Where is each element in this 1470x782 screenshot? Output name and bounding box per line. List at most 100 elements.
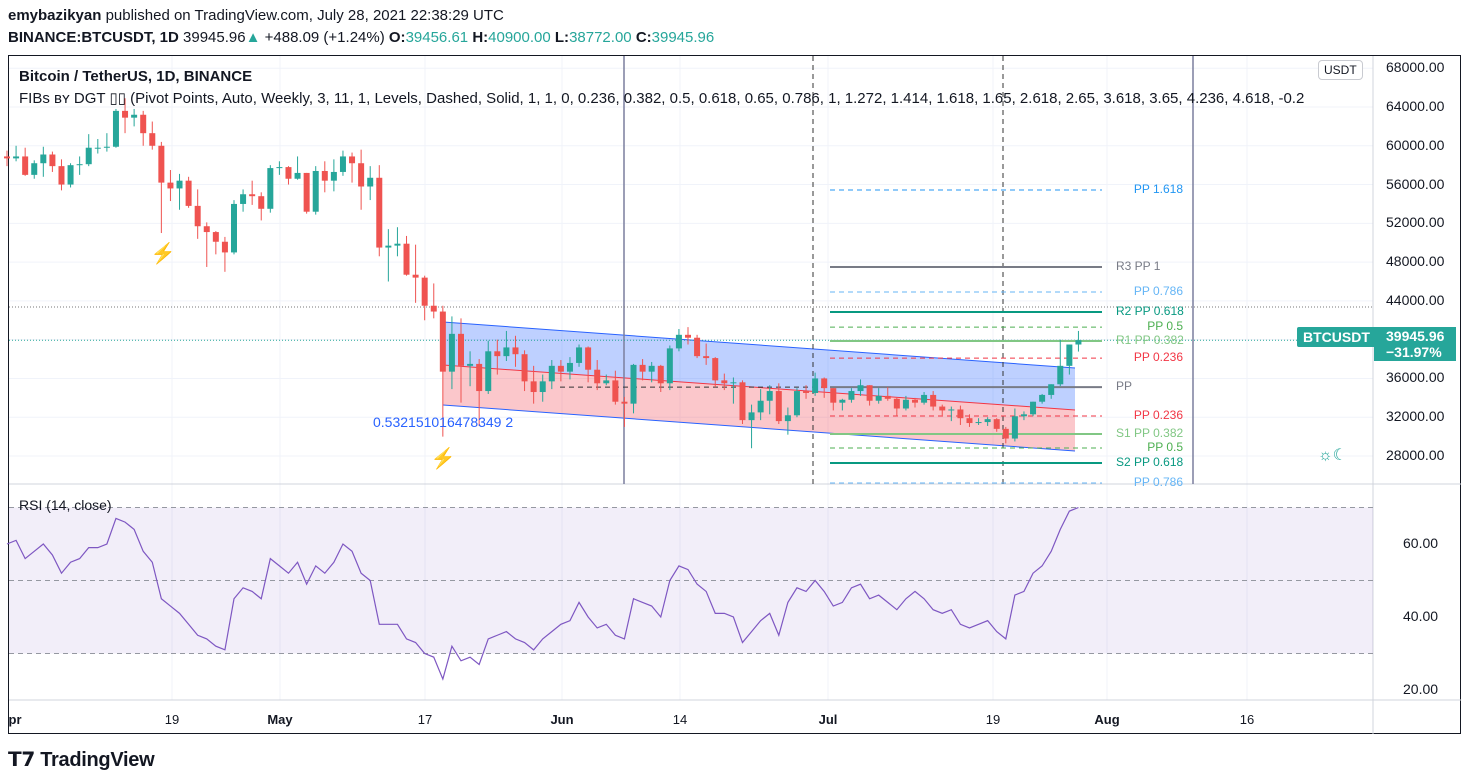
candle-body (557, 365, 564, 372)
candle-body (521, 354, 528, 382)
rsi-line (6, 506, 1079, 681)
candle-body (539, 381, 546, 393)
candle-body (893, 398, 900, 409)
candle-body (394, 243, 401, 246)
candle-body (639, 364, 646, 372)
open-value: 39456.61 (405, 29, 469, 46)
price-tick: 48000.00 (1386, 253, 1445, 270)
candle-body (576, 347, 583, 363)
time-tick: 16 (1239, 712, 1255, 727)
pivot-label: S1 PP 0.382 (1116, 425, 1184, 440)
lightning-icon: ⚡ (431, 446, 456, 470)
candle-body (67, 165, 74, 185)
candle-body (530, 381, 537, 393)
candle-body (621, 401, 628, 404)
indicator-legend[interactable]: FIBs ʙʏ DGT ▯▯ (Pivot Points, Auto, Week… (19, 90, 1305, 107)
candle-body (439, 311, 446, 372)
rsi-tick: 60.00 (1403, 535, 1439, 551)
symbol-price-tag: BTCUSDT (1297, 327, 1376, 347)
pivot-label: PP 0.5 (1147, 319, 1183, 334)
candle-body (49, 154, 56, 167)
time-tick: Jun (550, 712, 574, 727)
candle-body (385, 245, 392, 248)
candle-body (85, 147, 92, 165)
candle-body (594, 369, 601, 384)
candle-body (403, 243, 410, 275)
last-price-tag: 39945.96 −31.97% (1374, 327, 1456, 361)
channel-ratio-label: 0.532151016478349 2 (373, 414, 514, 430)
candle-body (712, 358, 719, 381)
close-label: C: (635, 29, 652, 46)
candle-body (730, 382, 737, 384)
rsi-tick: 40.00 (1403, 608, 1439, 624)
currency-badge[interactable]: USDT (1318, 60, 1363, 80)
candle-body (358, 163, 365, 187)
candle-body (1011, 416, 1018, 439)
candle-body (1048, 384, 1055, 395)
candle-body (312, 170, 319, 212)
candle-body (321, 170, 328, 181)
price-tick: 56000.00 (1386, 175, 1445, 192)
pivot-label: PP 0.236 (1133, 350, 1183, 365)
open-label: O: (388, 29, 406, 46)
change: +488.09 (+1.24%) (264, 29, 385, 46)
candle-body (585, 347, 592, 370)
candle-body (22, 156, 29, 175)
pivot-label: S2 PP 0.618 (1116, 454, 1184, 469)
sun-moon-icon[interactable]: ☼☾ (1318, 447, 1348, 464)
pivot-label: PP 0.5 (1147, 440, 1183, 455)
chart-frame (8, 55, 1461, 734)
candle-body (485, 351, 492, 392)
candle-body (167, 182, 174, 189)
candle-body (921, 394, 928, 403)
high-label: H: (472, 29, 489, 46)
pivot-label: PP (1116, 379, 1133, 394)
pivot-label: PP 1.618 (1133, 181, 1183, 196)
time-tick: 14 (672, 712, 688, 727)
candle-body (666, 348, 673, 384)
pivot-label: PP 0.236 (1133, 408, 1183, 423)
candle-body (40, 154, 47, 164)
channel-bottom-line (442, 404, 1076, 452)
candle-body (240, 194, 247, 204)
candle-body (421, 277, 428, 306)
channel-top-line (442, 321, 1076, 369)
candle-body (766, 391, 773, 401)
candle-body (494, 351, 501, 357)
rsi-legend[interactable]: RSI (14, close) (19, 497, 112, 513)
price-tick: 68000.00 (1386, 59, 1445, 76)
candle-body (185, 180, 192, 206)
author[interactable]: emybazikyan (8, 7, 102, 24)
candle-body (476, 363, 483, 392)
price-tick: 28000.00 (1386, 446, 1445, 463)
candle-body (131, 114, 138, 118)
candle-body (748, 412, 755, 421)
candle-body (103, 146, 110, 148)
candle-body (376, 177, 383, 248)
candle-body (13, 156, 20, 159)
time-tick: 19 (985, 712, 1001, 727)
tradingview-logo[interactable]: 𝗧𝟳 TradingView (8, 747, 155, 772)
candle-body (966, 418, 973, 424)
candle-body (948, 409, 955, 411)
candle-body (803, 391, 810, 393)
candle-body (721, 380, 728, 384)
pivot-label: R2 PP 0.618 (1116, 304, 1184, 319)
candle-body (630, 364, 637, 404)
candle-body (1030, 401, 1037, 415)
candle-body (784, 415, 791, 422)
pivot-label: R3 PP 1 (1116, 258, 1161, 273)
low-label: L: (554, 29, 570, 46)
candle-body (294, 172, 301, 179)
time-tick: pr (8, 712, 22, 727)
price-tick: 44000.00 (1386, 291, 1445, 308)
candle-body (430, 305, 437, 312)
candle-body (793, 391, 800, 416)
candle-body (221, 241, 228, 253)
candle-body (412, 274, 419, 278)
candle-body (775, 391, 782, 422)
candle-body (122, 110, 129, 118)
price-tick: 60000.00 (1386, 136, 1445, 153)
candle-body (276, 167, 283, 169)
